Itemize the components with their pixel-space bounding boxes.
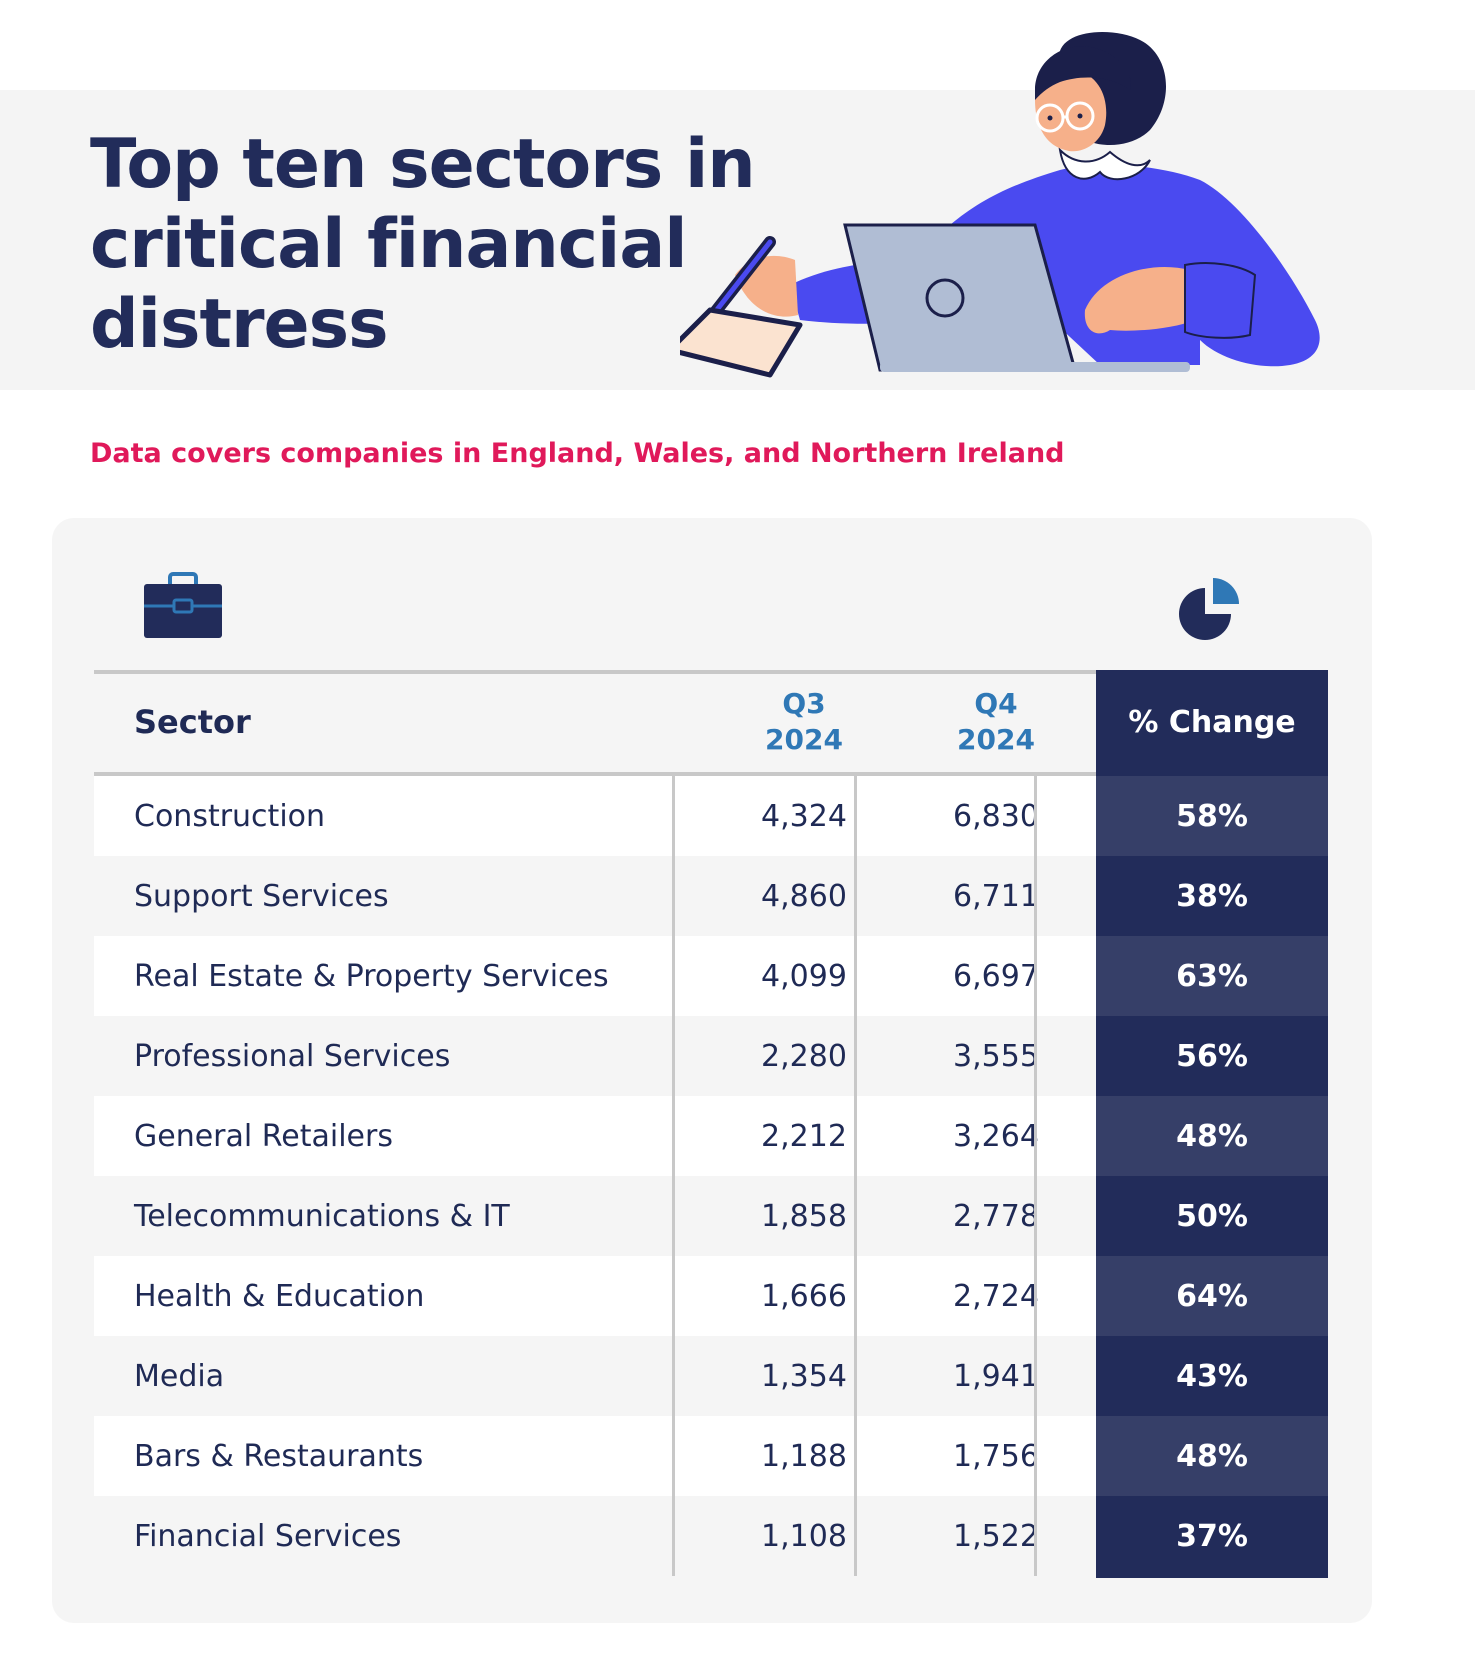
row-background bbox=[94, 1096, 1096, 1176]
table-row: Construction 4,324 6,830 58% bbox=[94, 776, 1328, 856]
sector-cell: Media bbox=[134, 1358, 225, 1394]
change-value-cell: 56% bbox=[1176, 1038, 1248, 1074]
header-q3-quarter: Q3 bbox=[782, 687, 826, 720]
q3-value-cell: 1,666 bbox=[761, 1278, 847, 1314]
q3-value-cell: 4,860 bbox=[761, 878, 847, 914]
sector-cell: Financial Services bbox=[134, 1518, 402, 1554]
q4-value-cell: 6,830 bbox=[953, 798, 1039, 834]
sector-cell: Health & Education bbox=[134, 1278, 425, 1314]
column-divider-q3 bbox=[672, 776, 675, 1576]
change-value-cell: 64% bbox=[1176, 1278, 1248, 1314]
column-divider-change bbox=[1034, 776, 1037, 1576]
row-background bbox=[94, 856, 1096, 936]
change-cell-background bbox=[1096, 1096, 1328, 1176]
row-background bbox=[94, 1336, 1096, 1416]
q4-value-cell: 3,555 bbox=[953, 1038, 1039, 1074]
subtitle: Data covers companies in England, Wales,… bbox=[90, 438, 1065, 469]
change-value-cell: 37% bbox=[1176, 1518, 1248, 1554]
q4-value-cell: 1,522 bbox=[953, 1518, 1039, 1554]
page-title: Top ten sectors in critical financial di… bbox=[90, 125, 756, 364]
change-value-cell: 48% bbox=[1176, 1118, 1248, 1154]
row-background bbox=[94, 1416, 1096, 1496]
change-cell-background bbox=[1096, 856, 1328, 936]
header-top-rule bbox=[94, 670, 1096, 674]
pie-chart-icon bbox=[1179, 578, 1239, 640]
sector-cell: Real Estate & Property Services bbox=[134, 958, 609, 994]
header-q3-year: 2024 bbox=[765, 723, 843, 756]
q3-value-cell: 4,099 bbox=[761, 958, 847, 994]
table-row: Support Services 4,860 6,711 38% bbox=[94, 856, 1328, 936]
change-value-cell: 48% bbox=[1176, 1438, 1248, 1474]
q3-value-cell: 2,280 bbox=[761, 1038, 847, 1074]
q3-value-cell: 1,354 bbox=[761, 1358, 847, 1394]
change-cell-background bbox=[1096, 936, 1328, 1016]
sector-cell: Telecommunications & IT bbox=[134, 1198, 510, 1234]
q3-value-cell: 1,108 bbox=[761, 1518, 847, 1554]
sector-cell: Bars & Restaurants bbox=[134, 1438, 424, 1474]
header-bottom-rule bbox=[94, 772, 1096, 776]
header-q4: Q4 2024 bbox=[898, 670, 1094, 774]
q4-value-cell: 1,756 bbox=[953, 1438, 1039, 1474]
q4-value-cell: 6,697 bbox=[953, 958, 1039, 994]
change-cell-background bbox=[1096, 1016, 1328, 1096]
change-cell-background bbox=[1096, 1176, 1328, 1256]
q4-value-cell: 1,941 bbox=[953, 1358, 1039, 1394]
header-change: % Change bbox=[1128, 704, 1296, 740]
change-value-cell: 58% bbox=[1176, 798, 1248, 834]
q4-value-cell: 2,724 bbox=[953, 1278, 1039, 1314]
change-cell-background bbox=[1096, 1256, 1328, 1336]
table-row: Financial Services 1,108 1,522 37% bbox=[94, 1496, 1328, 1576]
row-background bbox=[94, 1256, 1096, 1336]
change-cell-background bbox=[1096, 1336, 1328, 1416]
change-value-cell: 43% bbox=[1176, 1358, 1248, 1394]
table-row: Health & Education 1,666 2,724 64% bbox=[94, 1256, 1328, 1336]
table-row: Professional Services 2,280 3,555 56% bbox=[94, 1016, 1328, 1096]
change-value-cell: 38% bbox=[1176, 878, 1248, 914]
header-sector: Sector bbox=[134, 703, 251, 741]
sector-cell: Construction bbox=[134, 798, 326, 834]
sector-table: Sector Q3 2024 Q4 2024 % Change Construc… bbox=[94, 670, 1328, 1578]
sector-cell: Professional Services bbox=[134, 1038, 451, 1074]
table-row: Media 1,354 1,941 43% bbox=[94, 1336, 1328, 1416]
table-row: Telecommunications & IT 1,858 2,778 50% bbox=[94, 1176, 1328, 1256]
change-value-cell: 63% bbox=[1176, 958, 1248, 994]
header-q4-quarter: Q4 bbox=[974, 687, 1018, 720]
row-background bbox=[94, 1016, 1096, 1096]
table-row: Bars & Restaurants 1,188 1,756 48% bbox=[94, 1416, 1328, 1496]
briefcase-icon bbox=[144, 572, 222, 638]
table-body: Construction 4,324 6,830 58% Support Service… bbox=[94, 776, 1328, 1578]
table-row: General Retailers 2,212 3,264 48% bbox=[94, 1096, 1328, 1176]
q4-value-cell: 6,711 bbox=[953, 878, 1039, 914]
sector-cell: Support Services bbox=[134, 878, 389, 914]
row-background bbox=[94, 1176, 1096, 1256]
q3-value-cell: 2,212 bbox=[761, 1118, 847, 1154]
row-background bbox=[94, 776, 1096, 856]
q3-value-cell: 1,188 bbox=[761, 1438, 847, 1474]
change-cell-background bbox=[1096, 776, 1328, 856]
header-q3: Q3 2024 bbox=[706, 670, 902, 774]
row-background bbox=[94, 936, 1096, 1016]
sector-cell: General Retailers bbox=[134, 1118, 393, 1154]
change-cell-background bbox=[1096, 1496, 1328, 1576]
header-q4-year: 2024 bbox=[957, 723, 1035, 756]
q3-value-cell: 1,858 bbox=[761, 1198, 847, 1234]
q3-value-cell: 4,324 bbox=[761, 798, 847, 834]
column-divider-q4 bbox=[854, 776, 857, 1576]
table-row: Real Estate & Property Services 4,099 6,69… bbox=[94, 936, 1328, 1016]
q4-value-cell: 3,264 bbox=[953, 1118, 1039, 1154]
row-background bbox=[94, 1496, 1096, 1576]
woman-at-laptop-illustration bbox=[680, 32, 1320, 378]
change-cell-background bbox=[1096, 1416, 1328, 1496]
change-value-cell: 50% bbox=[1176, 1198, 1248, 1234]
q4-value-cell: 2,778 bbox=[953, 1198, 1039, 1234]
